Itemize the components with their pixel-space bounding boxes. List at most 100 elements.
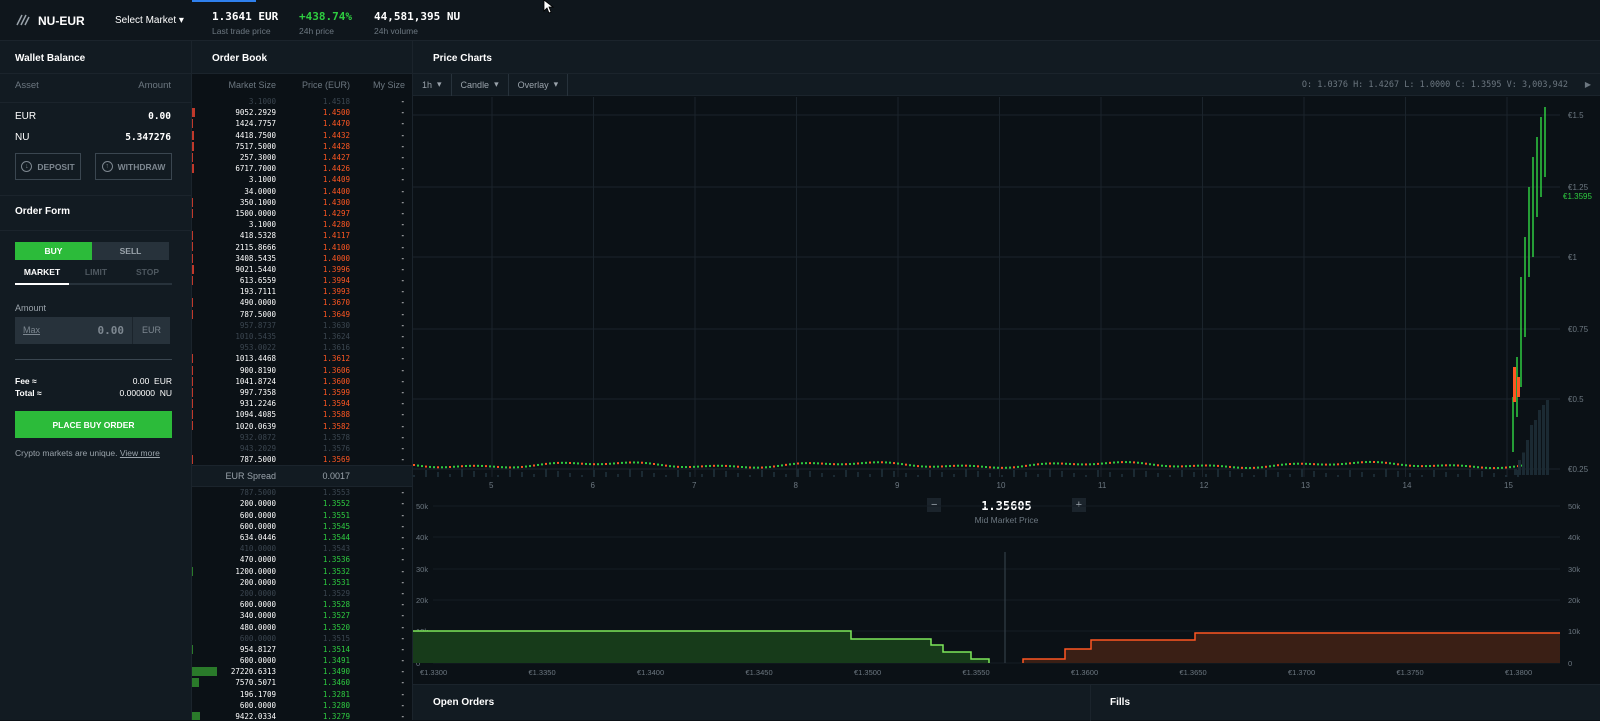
candle (1393, 462, 1395, 465)
ask-row[interactable]: 9021.5440 1.3996 - (192, 264, 412, 275)
candle (1293, 462, 1295, 465)
bid-row[interactable]: 600.0000 1.3545 - (192, 521, 412, 532)
ask-row[interactable]: 1010.5435 1.3624 - (192, 331, 412, 342)
candle (1449, 464, 1451, 467)
bid-row[interactable]: 480.0000 1.3520 - (192, 621, 412, 632)
ask-row[interactable]: 3.1000 1.4518 - (192, 96, 412, 107)
chart-type-select[interactable]: Candle ▾ (452, 73, 509, 96)
ask-row[interactable]: 3.1000 1.4280 - (192, 219, 412, 230)
ask-row[interactable]: 490.0000 1.3670 - (192, 297, 412, 308)
volume-bar (689, 472, 691, 477)
ask-row[interactable]: 1013.4468 1.3612 - (192, 353, 412, 364)
interval-select[interactable]: 1h ▾ (413, 73, 452, 96)
ask-depth-line (1022, 632, 1560, 663)
place-order-button[interactable]: PLACE BUY ORDER (15, 411, 172, 438)
bid-row[interactable]: 600.0000 1.3551 - (192, 510, 412, 521)
overlay-select[interactable]: Overlay ▾ (509, 73, 569, 96)
bid-row[interactable]: 340.0000 1.3527 - (192, 610, 412, 621)
open-orders-tab[interactable]: Open Orders (433, 697, 495, 708)
bid-row[interactable]: 1200.0000 1.3532 - (192, 566, 412, 577)
ask-row[interactable]: 6717.7000 1.4426 - (192, 163, 412, 174)
bid-row[interactable]: 200.0000 1.3531 - (192, 577, 412, 588)
max-link[interactable]: Max (23, 325, 41, 335)
my-size: - (400, 164, 405, 174)
x-tick-label: 13 (1301, 481, 1310, 490)
ask-row[interactable]: 1094.4085 1.3588 - (192, 409, 412, 420)
bid-row[interactable]: 410.0000 1.3543 - (192, 543, 412, 554)
bid-row[interactable]: 600.0000 1.3491 - (192, 655, 412, 666)
buy-toggle[interactable]: BUY (15, 242, 92, 260)
bid-row[interactable]: 787.5000 1.3553 - (192, 487, 412, 498)
bid-row[interactable]: 600.0000 1.3528 - (192, 599, 412, 610)
bid-row[interactable]: 954.8127 1.3514 - (192, 644, 412, 655)
ask-row[interactable]: 900.8190 1.3606 - (192, 365, 412, 376)
bid-row[interactable]: 196.1709 1.3281 - (192, 689, 412, 700)
volume-bar (701, 474, 703, 477)
bid-row[interactable]: 470.0000 1.3536 - (192, 554, 412, 565)
sell-toggle[interactable]: SELL (92, 242, 169, 260)
ask-row[interactable]: 1020.0639 1.3582 - (192, 420, 412, 431)
ask-row[interactable]: 2115.8666 1.4100 - (192, 241, 412, 252)
ask-row[interactable]: 1500.0000 1.4297 - (192, 208, 412, 219)
candle (553, 462, 555, 465)
ask-row[interactable]: 34.0000 1.4400 - (192, 186, 412, 197)
ask-row[interactable]: 943.2029 1.3576 - (192, 443, 412, 454)
bid-row[interactable]: 600.0000 1.3280 - (192, 700, 412, 711)
ask-row[interactable]: 257.3000 1.4427 - (192, 152, 412, 163)
ask-row[interactable]: 787.5000 1.3649 - (192, 309, 412, 320)
bid-row[interactable]: 27220.6313 1.3490 - (192, 666, 412, 677)
bid-row[interactable]: 200.0000 1.3552 - (192, 498, 412, 509)
ask-row[interactable]: 4418.7500 1.4432 - (192, 130, 412, 141)
tab-limit[interactable]: LIMIT (69, 267, 123, 285)
tab-market[interactable]: MARKET (15, 267, 69, 285)
market-size: 193.7111 (239, 287, 276, 297)
ask-row[interactable]: 1041.8724 1.3600 - (192, 376, 412, 387)
ask-row[interactable]: 1424.7757 1.4470 - (192, 118, 412, 129)
depth-chart[interactable]: 50k50k40k40k30k30k20k20k10k10k00€1.3300€… (413, 497, 1600, 683)
ask-row[interactable]: 953.0022 1.3616 - (192, 342, 412, 353)
bid-row[interactable]: 200.0000 1.3529 - (192, 588, 412, 599)
select-market-button[interactable]: Select Market ▾ (115, 15, 184, 26)
zoom-in-button[interactable]: + (1071, 498, 1086, 512)
candle (489, 465, 491, 468)
amount-value[interactable]: 0.00 (97, 324, 125, 337)
my-size: - (400, 611, 405, 621)
candle (1333, 463, 1335, 466)
withdraw-button[interactable]: ↑ WITHDRAW (95, 153, 172, 180)
zoom-out-button[interactable]: − (927, 498, 942, 512)
ask-row[interactable]: 3.1000 1.4409 - (192, 174, 412, 185)
ask-row[interactable]: 957.8737 1.3630 - (192, 320, 412, 331)
price-chart[interactable]: €1.5 €1.25 €1 €0.75 €0.5 €0.25 5 6 7 8 9 10 11 12 13 14… (413, 97, 1600, 497)
market-size: 613.6559 (239, 276, 276, 286)
fills-tab[interactable]: Fills (1110, 697, 1131, 708)
ask-row[interactable]: 932.0872 1.3578 - (192, 432, 412, 443)
volume-bar (1505, 475, 1507, 477)
candle (601, 463, 603, 466)
ask-row[interactable]: 9052.2929 1.4500 - (192, 107, 412, 118)
price: 1.3594 (322, 399, 350, 409)
ask-row[interactable]: 613.6559 1.3994 - (192, 275, 412, 286)
candle (1345, 462, 1347, 465)
logo-icon (16, 14, 30, 26)
amount-field[interactable]: Max 0.00 EUR (15, 317, 170, 344)
play-icon[interactable]: ▶ (1584, 80, 1591, 89)
y-tick-label: €0.25 (1568, 465, 1589, 474)
bid-row[interactable]: 9422.0334 1.3279 - (192, 711, 412, 720)
ask-row[interactable]: 787.5000 1.3569 - (192, 454, 412, 465)
my-size: - (400, 577, 405, 587)
ask-row[interactable]: 350.1000 1.4300 - (192, 197, 412, 208)
tab-stop[interactable]: STOP (123, 267, 172, 285)
depth-bar (192, 119, 193, 129)
ask-row[interactable]: 931.2246 1.3594 - (192, 398, 412, 409)
view-more-link[interactable]: View more (119, 448, 160, 458)
bid-row[interactable]: 7570.5071 1.3460 - (192, 677, 412, 688)
bid-row[interactable]: 634.0446 1.3544 - (192, 532, 412, 543)
ask-row[interactable]: 418.5328 1.4117 - (192, 230, 412, 241)
deposit-button[interactable]: ↓ DEPOSIT (15, 153, 81, 180)
ask-row[interactable]: 997.7358 1.3599 - (192, 387, 412, 398)
ask-row[interactable]: 193.7111 1.3993 - (192, 286, 412, 297)
ask-row[interactable]: 3408.5435 1.4000 - (192, 253, 412, 264)
candle (1049, 462, 1051, 465)
ask-row[interactable]: 7517.5000 1.4428 - (192, 141, 412, 152)
bid-row[interactable]: 600.0000 1.3515 - (192, 633, 412, 644)
